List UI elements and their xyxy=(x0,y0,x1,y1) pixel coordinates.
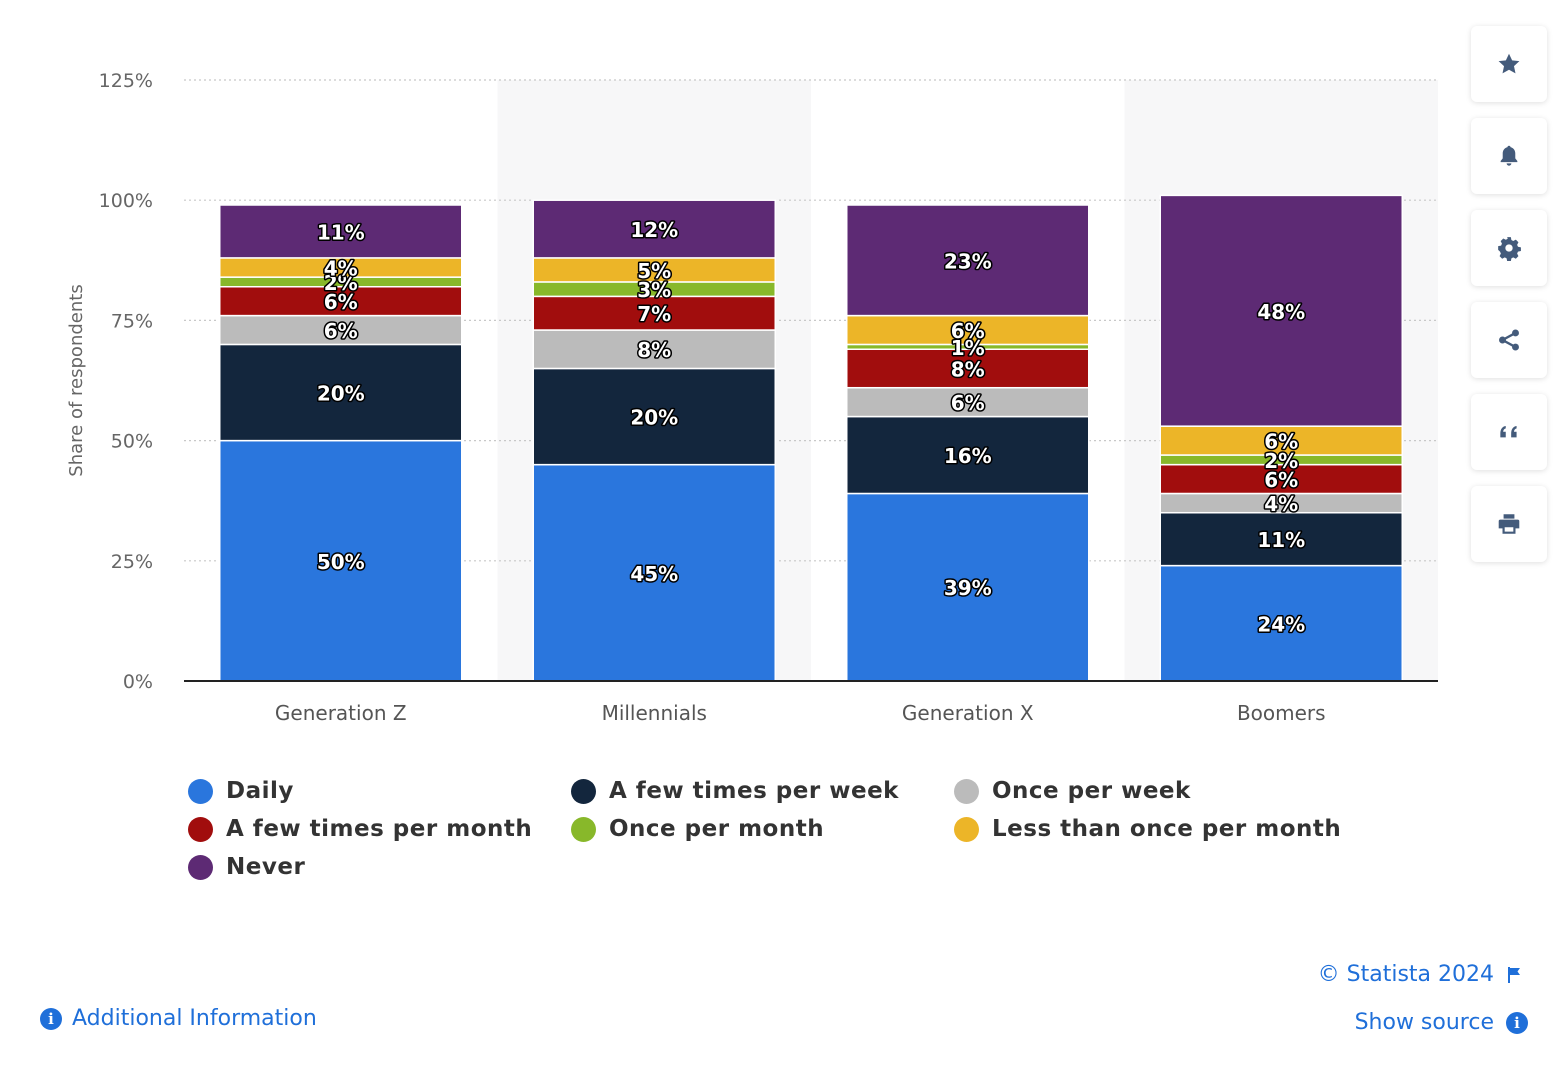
bar-segment xyxy=(846,415,1090,495)
data-label: 4% xyxy=(324,257,358,281)
bar-segment xyxy=(846,204,1090,317)
legend-item[interactable]: Less than once per month xyxy=(954,811,1341,847)
copyright-link[interactable]: © Statista 2024 xyxy=(1318,962,1522,987)
legend-label: A few times per month xyxy=(226,816,533,842)
quote-icon xyxy=(1500,426,1517,438)
flag-icon xyxy=(1508,966,1520,983)
legend-marker xyxy=(954,816,979,842)
data-label: 11% xyxy=(317,220,365,244)
bar-segment xyxy=(1159,463,1403,495)
print-button[interactable] xyxy=(1471,486,1547,562)
data-label: 6% xyxy=(1264,430,1298,454)
legend-label: A few times per week xyxy=(609,778,899,804)
y-tick-label: 0% xyxy=(123,671,153,693)
legend-item[interactable]: A few times per month xyxy=(188,811,532,847)
copyright-text: © Statista 2024 xyxy=(1317,962,1494,987)
bell-icon xyxy=(1500,145,1518,166)
legend-item[interactable]: Once per week xyxy=(954,773,1191,809)
data-label: 6% xyxy=(324,290,358,314)
data-label: 6% xyxy=(1264,468,1298,492)
data-label: 23% xyxy=(944,249,992,273)
bar-segment xyxy=(532,199,776,259)
bar-segment xyxy=(1159,425,1403,456)
notification-button[interactable] xyxy=(1471,118,1547,194)
x-tick-label: Generation Z xyxy=(275,701,407,725)
gear-icon xyxy=(1498,237,1521,261)
legend-label: Once per month xyxy=(609,816,825,842)
data-label: 8% xyxy=(951,357,985,381)
share-icon xyxy=(1499,329,1519,351)
data-label: 48% xyxy=(1257,300,1305,324)
data-label: 45% xyxy=(630,562,678,586)
legend-item[interactable]: A few times per week xyxy=(571,773,899,809)
data-label: 2% xyxy=(1264,449,1298,473)
print-icon xyxy=(1498,514,1520,534)
legend-label: Once per week xyxy=(992,778,1191,804)
data-label: 24% xyxy=(1257,612,1305,636)
data-label: 1% xyxy=(951,336,985,360)
data-label: 8% xyxy=(637,338,671,362)
data-label: 2% xyxy=(324,271,358,295)
data-label: 3% xyxy=(637,278,671,302)
legend-marker xyxy=(954,778,979,804)
data-label: 11% xyxy=(1257,528,1305,552)
data-label: 6% xyxy=(951,391,985,415)
data-label: 20% xyxy=(317,382,365,406)
bar-segment xyxy=(532,257,776,283)
legend-label: Never xyxy=(226,854,306,880)
legend-marker xyxy=(188,854,213,880)
show-source-text: Show source xyxy=(1354,1010,1494,1035)
data-label: 20% xyxy=(630,406,678,430)
x-tick-label: Generation X xyxy=(902,701,1034,725)
legend-item[interactable]: Never xyxy=(188,849,305,885)
additional-information-link[interactable]: i Additional Information xyxy=(40,1006,317,1031)
additional-information-text: Additional Information xyxy=(72,1006,317,1031)
show-source-link[interactable]: Show source i xyxy=(1355,1010,1528,1035)
settings-button[interactable] xyxy=(1471,210,1547,286)
bar-segment xyxy=(1159,194,1403,427)
star-icon xyxy=(1498,53,1520,74)
legend-marker xyxy=(188,778,213,804)
y-tick-label: 125% xyxy=(99,70,153,92)
data-label: 39% xyxy=(944,576,992,600)
data-label: 12% xyxy=(630,218,678,242)
favorite-button[interactable] xyxy=(1471,26,1547,102)
x-tick-label: Boomers xyxy=(1237,701,1326,725)
legend-marker xyxy=(188,816,213,842)
legend-marker xyxy=(571,778,596,804)
bar-segment xyxy=(846,348,1090,389)
data-label: 6% xyxy=(951,319,985,343)
y-tick-label: 100% xyxy=(99,190,153,212)
bar-segment xyxy=(846,386,1090,418)
legend-marker xyxy=(571,816,596,842)
legend-label: Daily xyxy=(226,778,294,804)
bar-segment xyxy=(532,463,776,682)
data-label: 7% xyxy=(637,302,671,326)
legend-item[interactable]: Daily xyxy=(188,773,294,809)
data-label: 5% xyxy=(637,259,671,283)
legend-label: Less than once per month xyxy=(992,816,1342,842)
bar-segment xyxy=(846,492,1090,682)
y-tick-label: 25% xyxy=(111,551,153,573)
share-button[interactable] xyxy=(1471,302,1547,378)
data-label: 50% xyxy=(317,550,365,574)
data-label: 4% xyxy=(1264,492,1298,516)
stacked-bar-chart: 50%20%6%6%2%4%11%45%20%8%7%3%5%12%39%16%… xyxy=(66,70,1438,725)
y-tick-label: 50% xyxy=(111,431,153,453)
data-label: 6% xyxy=(324,319,358,343)
y-axis-title: Share of respondents xyxy=(66,284,87,476)
bar-segment xyxy=(532,295,776,331)
bar-segment xyxy=(532,367,776,466)
bar-segment xyxy=(219,204,463,259)
x-tick-label: Millennials xyxy=(602,701,707,725)
data-label: 16% xyxy=(944,444,992,468)
legend-item[interactable]: Once per month xyxy=(571,811,824,847)
info-icon: i xyxy=(1506,1011,1528,1034)
cite-button[interactable] xyxy=(1471,394,1547,470)
bar-segment xyxy=(219,439,463,682)
info-icon: i xyxy=(40,1007,62,1030)
bar-segment xyxy=(1159,564,1403,682)
bar-segment xyxy=(532,329,776,370)
y-tick-label: 75% xyxy=(111,310,153,332)
